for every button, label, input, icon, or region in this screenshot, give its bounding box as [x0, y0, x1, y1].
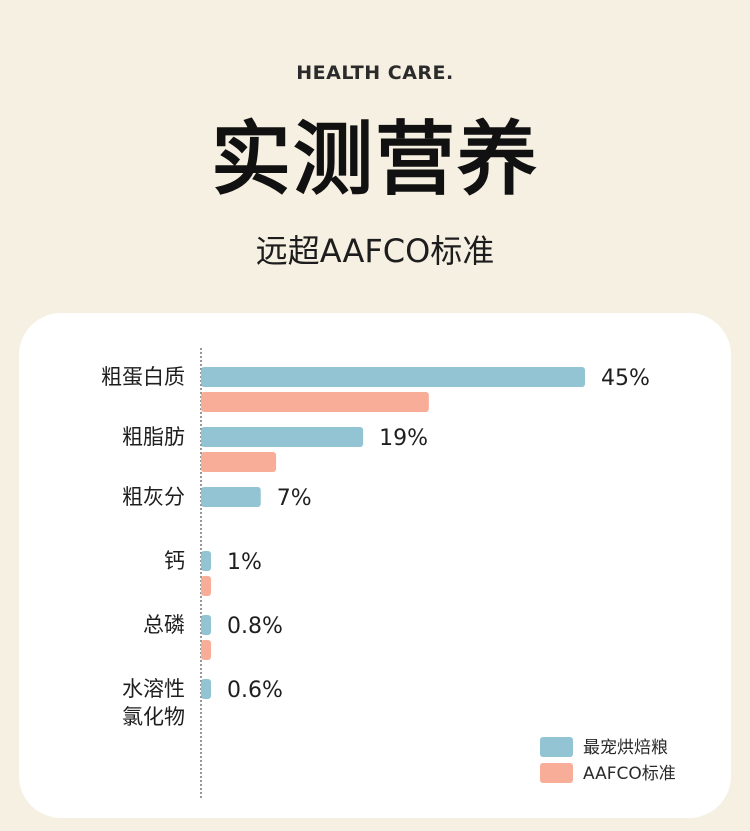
bar-primary [201, 551, 211, 571]
legend-swatch [540, 737, 573, 757]
value-label: 19% [379, 426, 428, 451]
category-label: 粗蛋白质 [101, 365, 185, 389]
value-label: 45% [601, 366, 650, 391]
bar-primary [201, 487, 261, 507]
category-label: 钙 [164, 549, 185, 573]
page-title: 实测营养 [211, 113, 539, 206]
bar-primary [201, 679, 211, 699]
bar-standard [201, 392, 429, 412]
value-label: 7% [277, 486, 312, 511]
category-label: 总磷 [143, 613, 185, 637]
bar-standard [201, 452, 277, 472]
category-label: 粗灰分 [122, 485, 185, 509]
bar-standard [201, 640, 211, 660]
bar-primary [201, 427, 364, 447]
page-subtitle: 远超AAFCO标准 [255, 232, 495, 270]
bar-primary [201, 615, 211, 635]
category-label: 粗脂肪 [122, 425, 185, 449]
value-label: 0.6% [227, 678, 283, 703]
bar-primary [201, 367, 585, 387]
bar-standard [201, 576, 211, 596]
category-label: 水溶性 [122, 677, 185, 701]
legend-label: 最宠烘焙粮 [583, 738, 668, 758]
legend-swatch [540, 763, 573, 783]
category-label: 氯化物 [122, 705, 185, 729]
value-label: 0.8% [227, 614, 283, 639]
header-tag: HEALTH CARE. [296, 62, 454, 84]
legend-label: AAFCO标准 [583, 764, 676, 784]
value-label: 1% [227, 550, 262, 575]
